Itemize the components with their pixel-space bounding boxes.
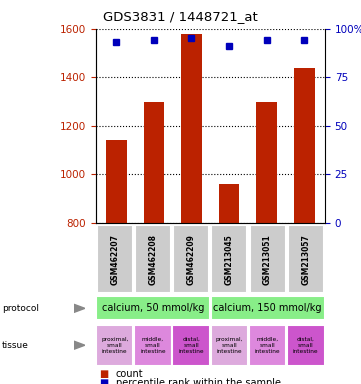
- Bar: [287, 324, 325, 366]
- Text: middle,
small
intestine: middle, small intestine: [255, 337, 280, 354]
- Text: GSM462208: GSM462208: [148, 234, 157, 285]
- Bar: [96, 324, 134, 366]
- Bar: [96, 296, 210, 320]
- Bar: [250, 225, 286, 293]
- Text: GSM213045: GSM213045: [225, 234, 234, 285]
- Text: percentile rank within the sample: percentile rank within the sample: [116, 378, 280, 384]
- Text: distal,
small
intestine: distal, small intestine: [178, 337, 204, 354]
- Text: GSM462209: GSM462209: [187, 234, 196, 285]
- Text: ■: ■: [99, 369, 109, 379]
- Bar: [256, 101, 277, 223]
- Text: proximal,
small
intestine: proximal, small intestine: [101, 337, 129, 354]
- Bar: [249, 324, 286, 366]
- Text: calcium, 50 mmol/kg: calcium, 50 mmol/kg: [102, 303, 204, 313]
- Bar: [134, 324, 172, 366]
- Bar: [173, 324, 210, 366]
- Bar: [212, 225, 247, 293]
- Bar: [288, 225, 324, 293]
- Bar: [211, 296, 325, 320]
- Text: tissue: tissue: [2, 341, 29, 350]
- Bar: [294, 68, 314, 223]
- Bar: [173, 225, 209, 293]
- Bar: [181, 34, 202, 223]
- Polygon shape: [74, 304, 85, 313]
- Polygon shape: [74, 341, 85, 349]
- Text: GSM213057: GSM213057: [301, 234, 310, 285]
- Text: proximal,
small
intestine: proximal, small intestine: [216, 337, 243, 354]
- Bar: [135, 225, 171, 293]
- Text: distal,
small
intestine: distal, small intestine: [293, 337, 319, 354]
- Text: GDS3831 / 1448721_at: GDS3831 / 1448721_at: [103, 10, 258, 23]
- Bar: [211, 324, 248, 366]
- Text: protocol: protocol: [2, 304, 39, 313]
- Text: middle,
small
intestine: middle, small intestine: [140, 337, 166, 354]
- Text: GSM462207: GSM462207: [110, 234, 119, 285]
- Text: ■: ■: [99, 378, 109, 384]
- Bar: [144, 101, 164, 223]
- Bar: [219, 184, 239, 223]
- Text: calcium, 150 mmol/kg: calcium, 150 mmol/kg: [213, 303, 322, 313]
- Text: count: count: [116, 369, 143, 379]
- Bar: [97, 225, 133, 293]
- Bar: [106, 140, 127, 223]
- Text: GSM213051: GSM213051: [263, 234, 272, 285]
